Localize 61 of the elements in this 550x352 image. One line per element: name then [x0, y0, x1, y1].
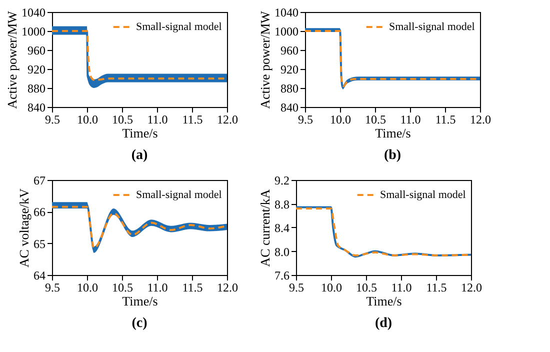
x-tick-label: 9.5 [289, 280, 304, 294]
x-tick-label: 10.0 [77, 280, 98, 294]
legend-label: Small-signal model [136, 189, 222, 201]
y-tick-label: 9.2 [274, 174, 290, 188]
y-axis-title: AC current/kA [258, 188, 272, 267]
x-tick-label: 10.0 [321, 280, 342, 294]
x-axis-title: Time/s [375, 126, 411, 140]
x-tick-label: 11.0 [147, 280, 168, 294]
x-tick-label: 11.5 [182, 280, 203, 294]
x-axis-title: Time/s [122, 126, 158, 140]
x-tick-label: 12.0 [217, 280, 238, 294]
x-axis-title: Time/s [122, 294, 158, 308]
text: (b) [384, 148, 402, 163]
y-axis-title: Active power/MW [258, 10, 272, 109]
text: (d) [374, 316, 392, 331]
y-tick-label: 880 [28, 82, 46, 96]
x-tick-label: 10.5 [365, 112, 386, 126]
x-tick-label: 11.0 [400, 112, 421, 126]
y-tick-label: 1040 [274, 6, 298, 20]
text: (a) [131, 148, 148, 163]
x-tick-label: 12.0 [461, 280, 482, 294]
x-tick-label: 12.0 [470, 112, 491, 126]
x-tick-label: 10.0 [77, 112, 98, 126]
y-tick-label: 920 [28, 62, 46, 76]
x-tick-label: 10.5 [112, 280, 133, 294]
y-tick-label: 920 [280, 62, 298, 76]
x-tick-label: 9.5 [45, 112, 60, 126]
x-tick-label: 10.5 [356, 280, 377, 294]
y-tick-label: 1000 [22, 24, 46, 38]
y-tick-label: 1040 [22, 6, 46, 20]
legend-label: Small-signal model [389, 21, 475, 33]
x-tick-label: 9.5 [45, 280, 60, 294]
y-tick-label: 960 [28, 44, 46, 58]
y-tick-label: 840 [280, 100, 298, 114]
y-tick-label: 7.6 [274, 268, 290, 282]
y-tick-label: 8.8 [274, 197, 290, 212]
y-axis-title: AC voltage/kV [16, 188, 32, 268]
y-tick-label: 840 [28, 100, 46, 114]
x-tick-label: 12.0 [217, 112, 238, 126]
x-tick-label: 9.5 [298, 112, 313, 126]
y-tick-label: 64 [34, 268, 46, 282]
y-tick-label: 960 [280, 44, 298, 58]
x-axis-title: Time/s [366, 294, 402, 308]
y-axis-title: Active power/MW [4, 10, 20, 109]
y-tick-label: 8.0 [274, 244, 290, 259]
x-tick-label: 11.5 [435, 112, 456, 126]
y-tick-label: 65 [34, 236, 46, 251]
text: (c) [132, 316, 148, 331]
x-tick-label: 10.5 [112, 112, 133, 126]
y-tick-label: 8.4 [274, 221, 290, 235]
x-tick-label: 11.0 [391, 280, 412, 294]
legend-label: Small-signal model [136, 21, 222, 33]
x-tick-label: 11.5 [426, 280, 447, 294]
legend-label: Small-signal model [380, 189, 466, 201]
x-tick-label: 11.5 [182, 112, 203, 126]
y-tick-label: 880 [280, 82, 298, 96]
y-tick-label: 66 [34, 205, 46, 220]
x-tick-label: 11.0 [147, 112, 168, 126]
y-tick-label: 67 [34, 174, 46, 188]
x-tick-label: 10.0 [330, 112, 351, 126]
y-tick-label: 1000 [274, 24, 298, 38]
